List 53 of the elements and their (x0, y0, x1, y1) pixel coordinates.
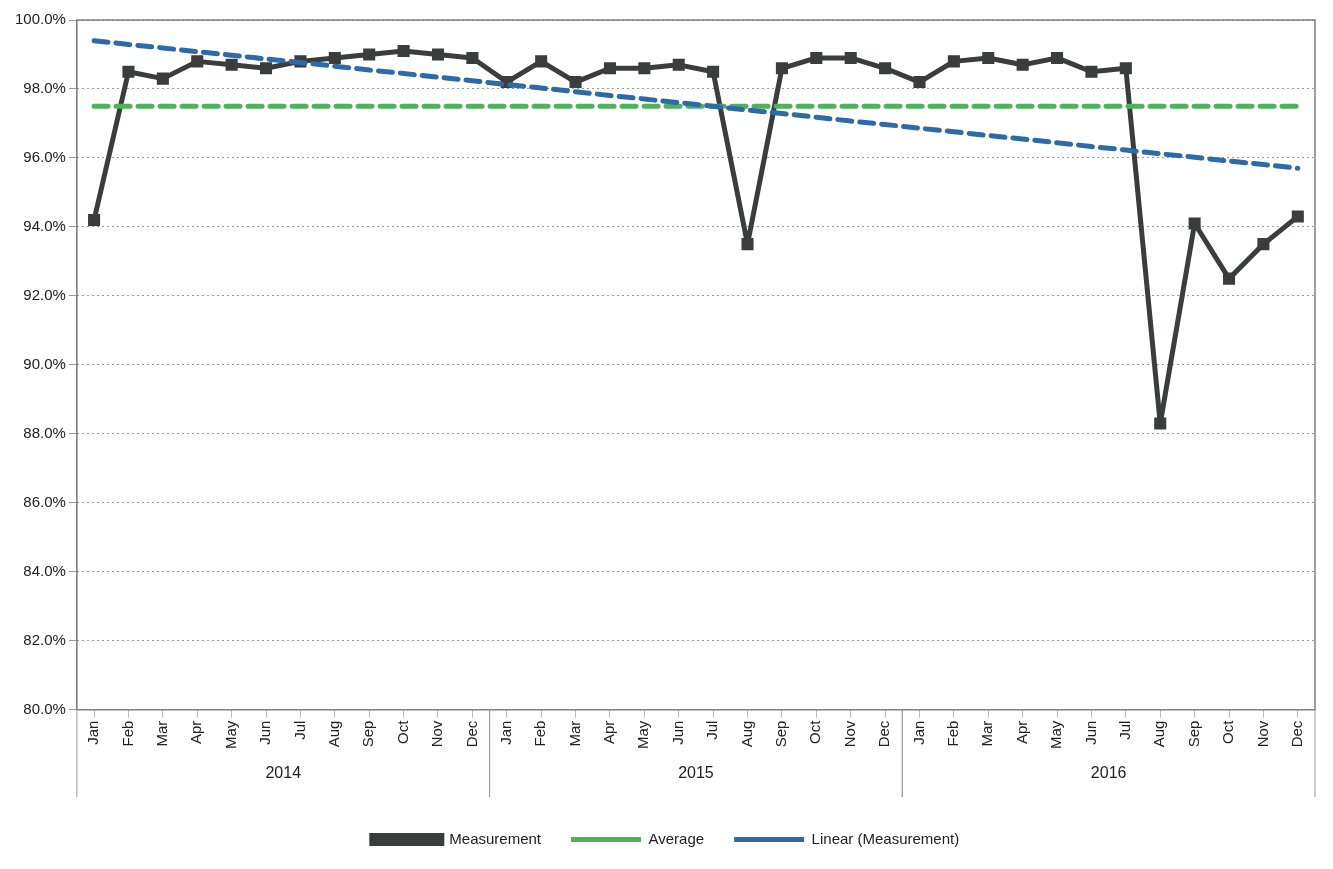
text: 2015 (678, 764, 714, 782)
x-tick-label: May (634, 720, 652, 750)
x-tick-label: Oct (393, 719, 411, 745)
x-tick-label: Jan (909, 720, 927, 745)
x-tick-label: Dec (462, 720, 480, 748)
x-tick-label: May (221, 720, 239, 750)
y-tick-label: 82.0% (23, 630, 66, 648)
y-tick-label: 88.0% (23, 423, 66, 441)
text: 2016 (1090, 764, 1127, 782)
y-tick-label: 84.0% (23, 561, 66, 579)
x-tick-label: Sep (772, 720, 790, 748)
legend-label: Average (648, 829, 705, 847)
x-tick-label: Dec (875, 720, 893, 748)
x-tick-label: Jun (668, 720, 686, 745)
legend-label: Linear (Measurement) (811, 829, 960, 847)
x-tick-label: Feb (531, 720, 549, 747)
legend-label: Measurement (449, 829, 542, 847)
y-tick-label: 92.0% (23, 286, 66, 304)
y-tick-label: 96.0% (23, 148, 66, 166)
y-tick-label: 90.0% (23, 354, 66, 372)
x-tick-label: Jul (290, 720, 308, 740)
y-tick-label: 86.0% (23, 492, 66, 510)
y-tick-label: 80.0% (23, 699, 66, 717)
x-tick-label: Oct (1219, 719, 1237, 745)
y-tick-label: 100.0% (15, 10, 66, 28)
x-tick-label: Jan (84, 720, 102, 745)
x-tick-label: Mar (153, 720, 170, 747)
x-tick-label: Jul (1115, 720, 1133, 740)
x-tick-label: May (1047, 720, 1065, 750)
x-tick-label: Oct (806, 719, 824, 745)
x-tick-label: Feb (944, 720, 962, 747)
x-tick-label: Aug (1150, 720, 1168, 748)
x-tick-label: Nov (428, 720, 446, 748)
x-tick-label: Nov (1253, 720, 1271, 748)
x-tick-label: Sep (1184, 720, 1202, 748)
x-tick-label: Aug (737, 720, 755, 748)
x-tick-label: Nov (840, 720, 858, 748)
x-tick-label: Mar (565, 720, 583, 747)
x-tick-label: Jul (703, 720, 721, 740)
x-tick-label: Aug (324, 720, 342, 748)
x-tick-label: Dec (1287, 720, 1305, 748)
x-tick-label: Feb (118, 720, 136, 747)
y-tick-label: 98.0% (23, 79, 66, 97)
x-tick-label: Sep (359, 720, 377, 748)
x-tick-label: Jun (256, 720, 274, 745)
x-tick-label: Mar (978, 720, 996, 747)
x-tick-label: Apr (187, 720, 205, 745)
y-tick-label: 94.0% (23, 217, 66, 235)
x-tick-label: Jan (496, 720, 514, 745)
x-tick-label: Jun (1081, 720, 1099, 745)
text: 2014 (265, 764, 302, 782)
x-tick-label: Apr (1012, 720, 1030, 745)
x-tick-label: Apr (600, 720, 618, 745)
